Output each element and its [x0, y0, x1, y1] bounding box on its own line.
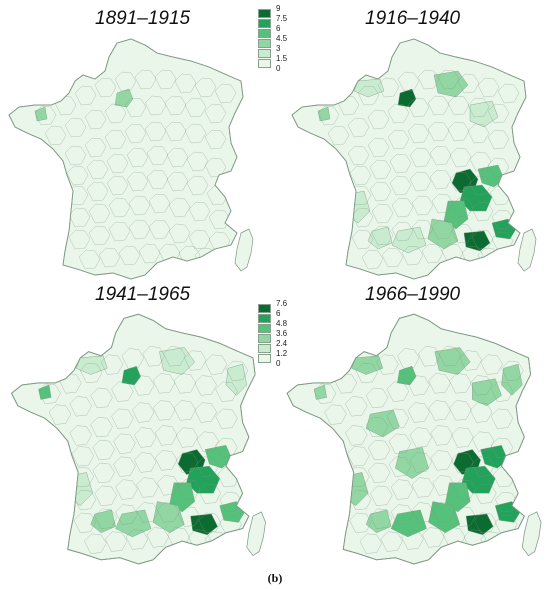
legend-tick-label: 4.5 — [276, 34, 288, 43]
mainland-outline — [286, 313, 532, 565]
legend-swatch — [258, 29, 271, 38]
map-panel-1966-1990 — [286, 313, 542, 565]
panel-title-1941-1965: 1941–1965 — [95, 284, 191, 305]
corsica-shape — [246, 511, 266, 557]
department-boundaries — [313, 346, 524, 554]
legend-tick-label: 7.5 — [276, 14, 288, 23]
region-paris — [114, 88, 134, 108]
figure-caption: (b) — [267, 571, 283, 585]
map-panel-1891-1915 — [8, 38, 254, 280]
legend-tick-label: 6 — [276, 24, 281, 33]
corsica-shape — [517, 228, 537, 272]
legend-tick-label: 6 — [276, 309, 281, 318]
region-champagne — [469, 100, 499, 128]
region-languedoc — [390, 509, 427, 538]
panel-title-1966-1990: 1966–1990 — [365, 284, 461, 305]
region-languedoc — [115, 509, 152, 538]
region-normandy — [351, 355, 384, 375]
region-languedoc — [391, 226, 427, 254]
region-marne — [159, 347, 196, 375]
mainland-outline — [291, 38, 527, 280]
region-champagne — [472, 378, 502, 406]
legend-tick-label: 3 — [276, 44, 281, 53]
legend-swatch — [258, 344, 271, 353]
legend-bottom: 7.6 6 4.8 3.6 2.4 1.2 0 — [258, 299, 298, 370]
legend-swatch — [258, 334, 271, 343]
region-drome — [443, 200, 469, 230]
region-brittany-west — [38, 384, 52, 400]
department-boundaries — [38, 346, 249, 554]
legend-swatch — [258, 59, 271, 68]
corsica-shape — [521, 511, 542, 557]
region-drome — [445, 482, 471, 513]
legend-swatch — [258, 9, 271, 18]
legend-tick-label: 7.6 — [276, 299, 288, 308]
region-toulouse — [367, 226, 393, 250]
region-massif-central — [395, 447, 429, 479]
region-drome — [169, 482, 195, 513]
department-boundaries — [34, 69, 237, 270]
mainland-outline — [10, 313, 256, 565]
legend-tick-label: 2.4 — [276, 339, 288, 348]
map-panel-1916-1940 — [291, 38, 537, 280]
legend-tick-label: 9 — [276, 4, 281, 13]
region-marne — [434, 347, 471, 375]
region-paris — [397, 88, 417, 108]
panel-title-1916-1940: 1916–1940 — [365, 8, 461, 29]
legend-tick-label: 1.2 — [276, 349, 288, 358]
region-normandy — [75, 355, 108, 375]
legend-swatch — [258, 49, 271, 58]
map-panel-1941-1965 — [10, 313, 266, 565]
legend-swatch — [258, 354, 271, 363]
legend-swatch — [258, 314, 271, 323]
legend-tick-label: 0 — [276, 64, 281, 73]
legend-swatch — [258, 324, 271, 333]
region-toulouse — [365, 509, 392, 533]
region-paris — [397, 365, 417, 386]
mainland-outline — [8, 38, 244, 280]
legend-tick-label: 4.8 — [276, 319, 288, 328]
region-brittany-west — [313, 384, 327, 400]
region-marne — [433, 70, 469, 98]
legend-tick-label: 3.6 — [276, 329, 288, 338]
corsica-shape — [234, 228, 254, 272]
region-toulouse — [90, 509, 116, 533]
legend-swatch — [258, 39, 271, 48]
legend-tick-label: 1.5 — [276, 54, 288, 63]
legend-tick-label: 0 — [276, 359, 281, 368]
region-normandy — [353, 78, 385, 98]
legend-swatch — [258, 19, 271, 28]
legend-swatch — [258, 304, 271, 313]
region-brittany-west — [317, 106, 331, 122]
region-paris — [121, 365, 141, 386]
panel-title-1891-1915: 1891–1915 — [95, 8, 191, 29]
department-boundaries — [317, 69, 520, 270]
legend-top: 9 7.5 6 4.5 3 1.5 0 — [258, 4, 298, 75]
region-brittany-west — [34, 106, 48, 122]
